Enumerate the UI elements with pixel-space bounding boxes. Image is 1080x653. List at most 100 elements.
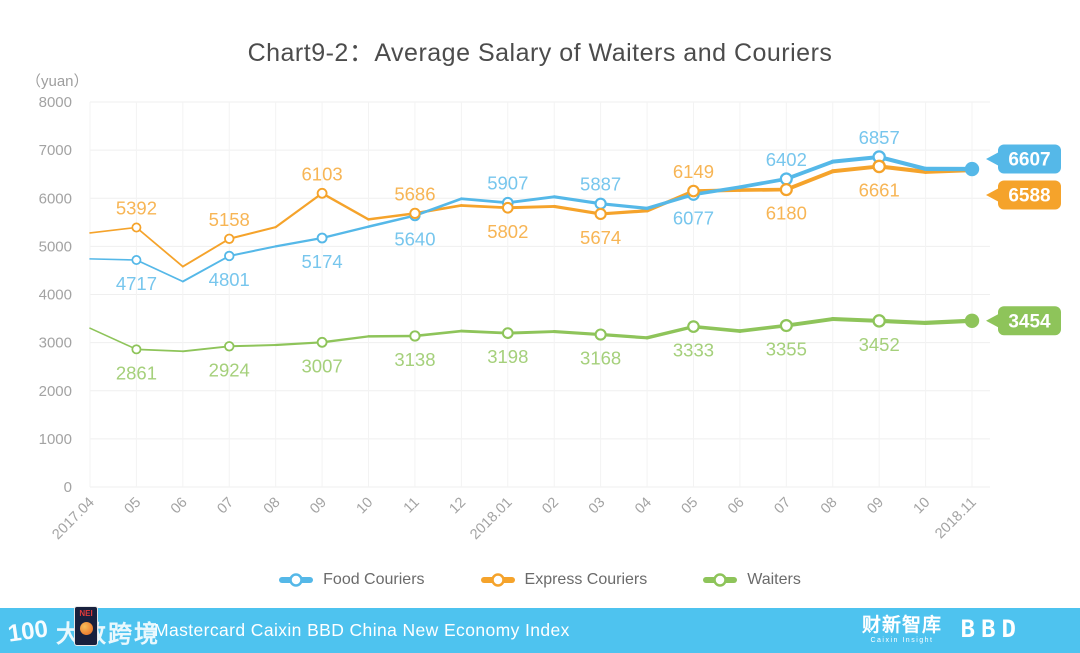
svg-text:2018.11: 2018.11: [932, 495, 980, 543]
data-point-label: 5907: [487, 173, 528, 194]
end-value-badge-food-couriers: 6607: [986, 144, 1061, 174]
svg-text:6607: 6607: [1008, 150, 1050, 171]
chart-legend: Food Couriers Express Couriers Waiters: [0, 571, 1080, 589]
svg-text:07: 07: [771, 495, 794, 518]
y-axis-unit-label: （yuan）: [26, 73, 89, 90]
svg-text:6000: 6000: [39, 190, 72, 207]
svg-text:0: 0: [64, 479, 72, 496]
data-point-label: 4801: [209, 269, 250, 290]
svg-text:02: 02: [539, 495, 562, 518]
data-point-marker: [224, 341, 235, 352]
data-point-marker: [316, 187, 328, 199]
footer-brand-text: Mastercard Caixin BBD China New Economy …: [154, 620, 570, 640]
svg-text:06: 06: [725, 495, 748, 518]
data-point-marker: [316, 336, 328, 348]
svg-text:10: 10: [354, 495, 377, 518]
data-point-marker: [779, 318, 793, 333]
svg-text:2018.01: 2018.01: [467, 495, 515, 543]
svg-text:12: 12: [446, 495, 469, 518]
series-points-food-couriers: 4717 4801 5174 5640 5907 5887 6077 6402 6857: [116, 127, 980, 294]
svg-text:03: 03: [586, 495, 609, 518]
svg-text:09: 09: [864, 495, 887, 518]
data-point-label: 5158: [209, 209, 250, 230]
data-point-label: 3138: [394, 349, 435, 370]
svg-text:11: 11: [401, 495, 423, 517]
svg-text:05: 05: [679, 495, 702, 518]
data-point-label: 5640: [394, 229, 435, 250]
data-point-marker: [409, 207, 421, 220]
data-point-marker: [409, 330, 421, 342]
data-point-label: 3168: [580, 348, 621, 369]
data-point-label: 6180: [766, 203, 807, 224]
legend-item-food-couriers[interactable]: Food Couriers: [279, 571, 425, 589]
watermark-text: 大数跨境: [56, 621, 161, 648]
series-points-waiters: 2861 2924 3007 3138 3198 3168 3333 3355 3452: [116, 313, 980, 383]
legend-item-waiters[interactable]: Waiters: [703, 571, 801, 589]
data-point-marker: [594, 207, 607, 221]
data-point-label: 6661: [859, 179, 900, 200]
svg-text:7000: 7000: [39, 142, 72, 159]
data-point-marker: [224, 233, 235, 244]
legend-item-label: Express Couriers: [524, 571, 648, 588]
end-value-badge-express-couriers: 6588: [986, 180, 1061, 210]
data-point-marker: [501, 327, 514, 339]
svg-text:06: 06: [168, 495, 191, 518]
svg-text:5000: 5000: [39, 238, 72, 255]
data-point-marker: [131, 222, 142, 233]
data-point-marker: [779, 183, 793, 197]
svg-text:3000: 3000: [39, 335, 72, 352]
data-point-marker: [872, 159, 886, 174]
data-point-label: 5674: [580, 227, 621, 248]
data-point-label: 6402: [766, 149, 807, 170]
data-point-marker: [131, 255, 142, 265]
data-point-marker: [316, 232, 328, 244]
caixin-insight-logo: 财新智库 Caixin Insight: [861, 615, 942, 645]
svg-text:09: 09: [307, 495, 330, 518]
data-point-marker: [224, 250, 235, 262]
y-axis-labels: 0 1000 2000 3000 4000 5000 6000 7000 8000: [39, 94, 72, 496]
legend-marker-icon: [480, 573, 515, 587]
svg-text:2017.04: 2017.04: [49, 495, 97, 543]
legend-marker-icon: [703, 573, 738, 587]
series-line-express-couriers: [89, 164, 975, 268]
data-point-label: 5174: [302, 251, 343, 272]
svg-text:6588: 6588: [1008, 185, 1050, 206]
legend-item-label: Food Couriers: [323, 571, 425, 588]
chart-title: Chart9-2：Average Salary of Waiters and C…: [247, 39, 833, 67]
series-end-dot: [964, 313, 980, 328]
data-point-label: 6149: [673, 161, 714, 182]
data-point-label: 4717: [116, 273, 157, 294]
data-point-marker: [594, 328, 607, 341]
data-point-label: 6103: [302, 163, 343, 184]
legend-marker-icon: [279, 573, 314, 587]
data-point-marker: [501, 201, 514, 214]
data-point-marker: [779, 172, 793, 186]
series-line-food-couriers: [89, 154, 975, 283]
legend-item-label: Waiters: [747, 571, 801, 588]
svg-text:10: 10: [911, 495, 934, 518]
svg-text:3454: 3454: [1008, 311, 1051, 332]
svg-text:05: 05: [122, 495, 145, 518]
data-point-marker: [872, 314, 886, 328]
data-point-label: 3333: [673, 340, 714, 361]
svg-text:8000: 8000: [39, 94, 72, 111]
watermark-100-logo: 100: [6, 614, 50, 648]
data-point-marker: [594, 197, 607, 210]
svg-text:1000: 1000: [39, 431, 72, 448]
data-point-marker: [687, 320, 700, 333]
svg-text:2000: 2000: [39, 383, 72, 400]
data-point-label: 3007: [302, 355, 343, 376]
bbd-logo: BBD: [960, 615, 1022, 643]
data-point-label: 5887: [580, 174, 621, 195]
data-point-label: 3452: [859, 334, 900, 355]
data-point-label: 5392: [116, 198, 157, 219]
data-point-label: 3198: [487, 346, 528, 367]
series-points-express-couriers: 5392 5158 6103 5686 5802 5674 6149 6180 6661: [116, 159, 900, 248]
data-point-label: 3355: [766, 339, 807, 360]
data-point-label: 5686: [394, 183, 435, 204]
data-point-label: 5802: [487, 221, 528, 242]
nei-app-icon: NEI: [74, 606, 98, 646]
legend-item-express-couriers[interactable]: Express Couriers: [480, 571, 648, 589]
